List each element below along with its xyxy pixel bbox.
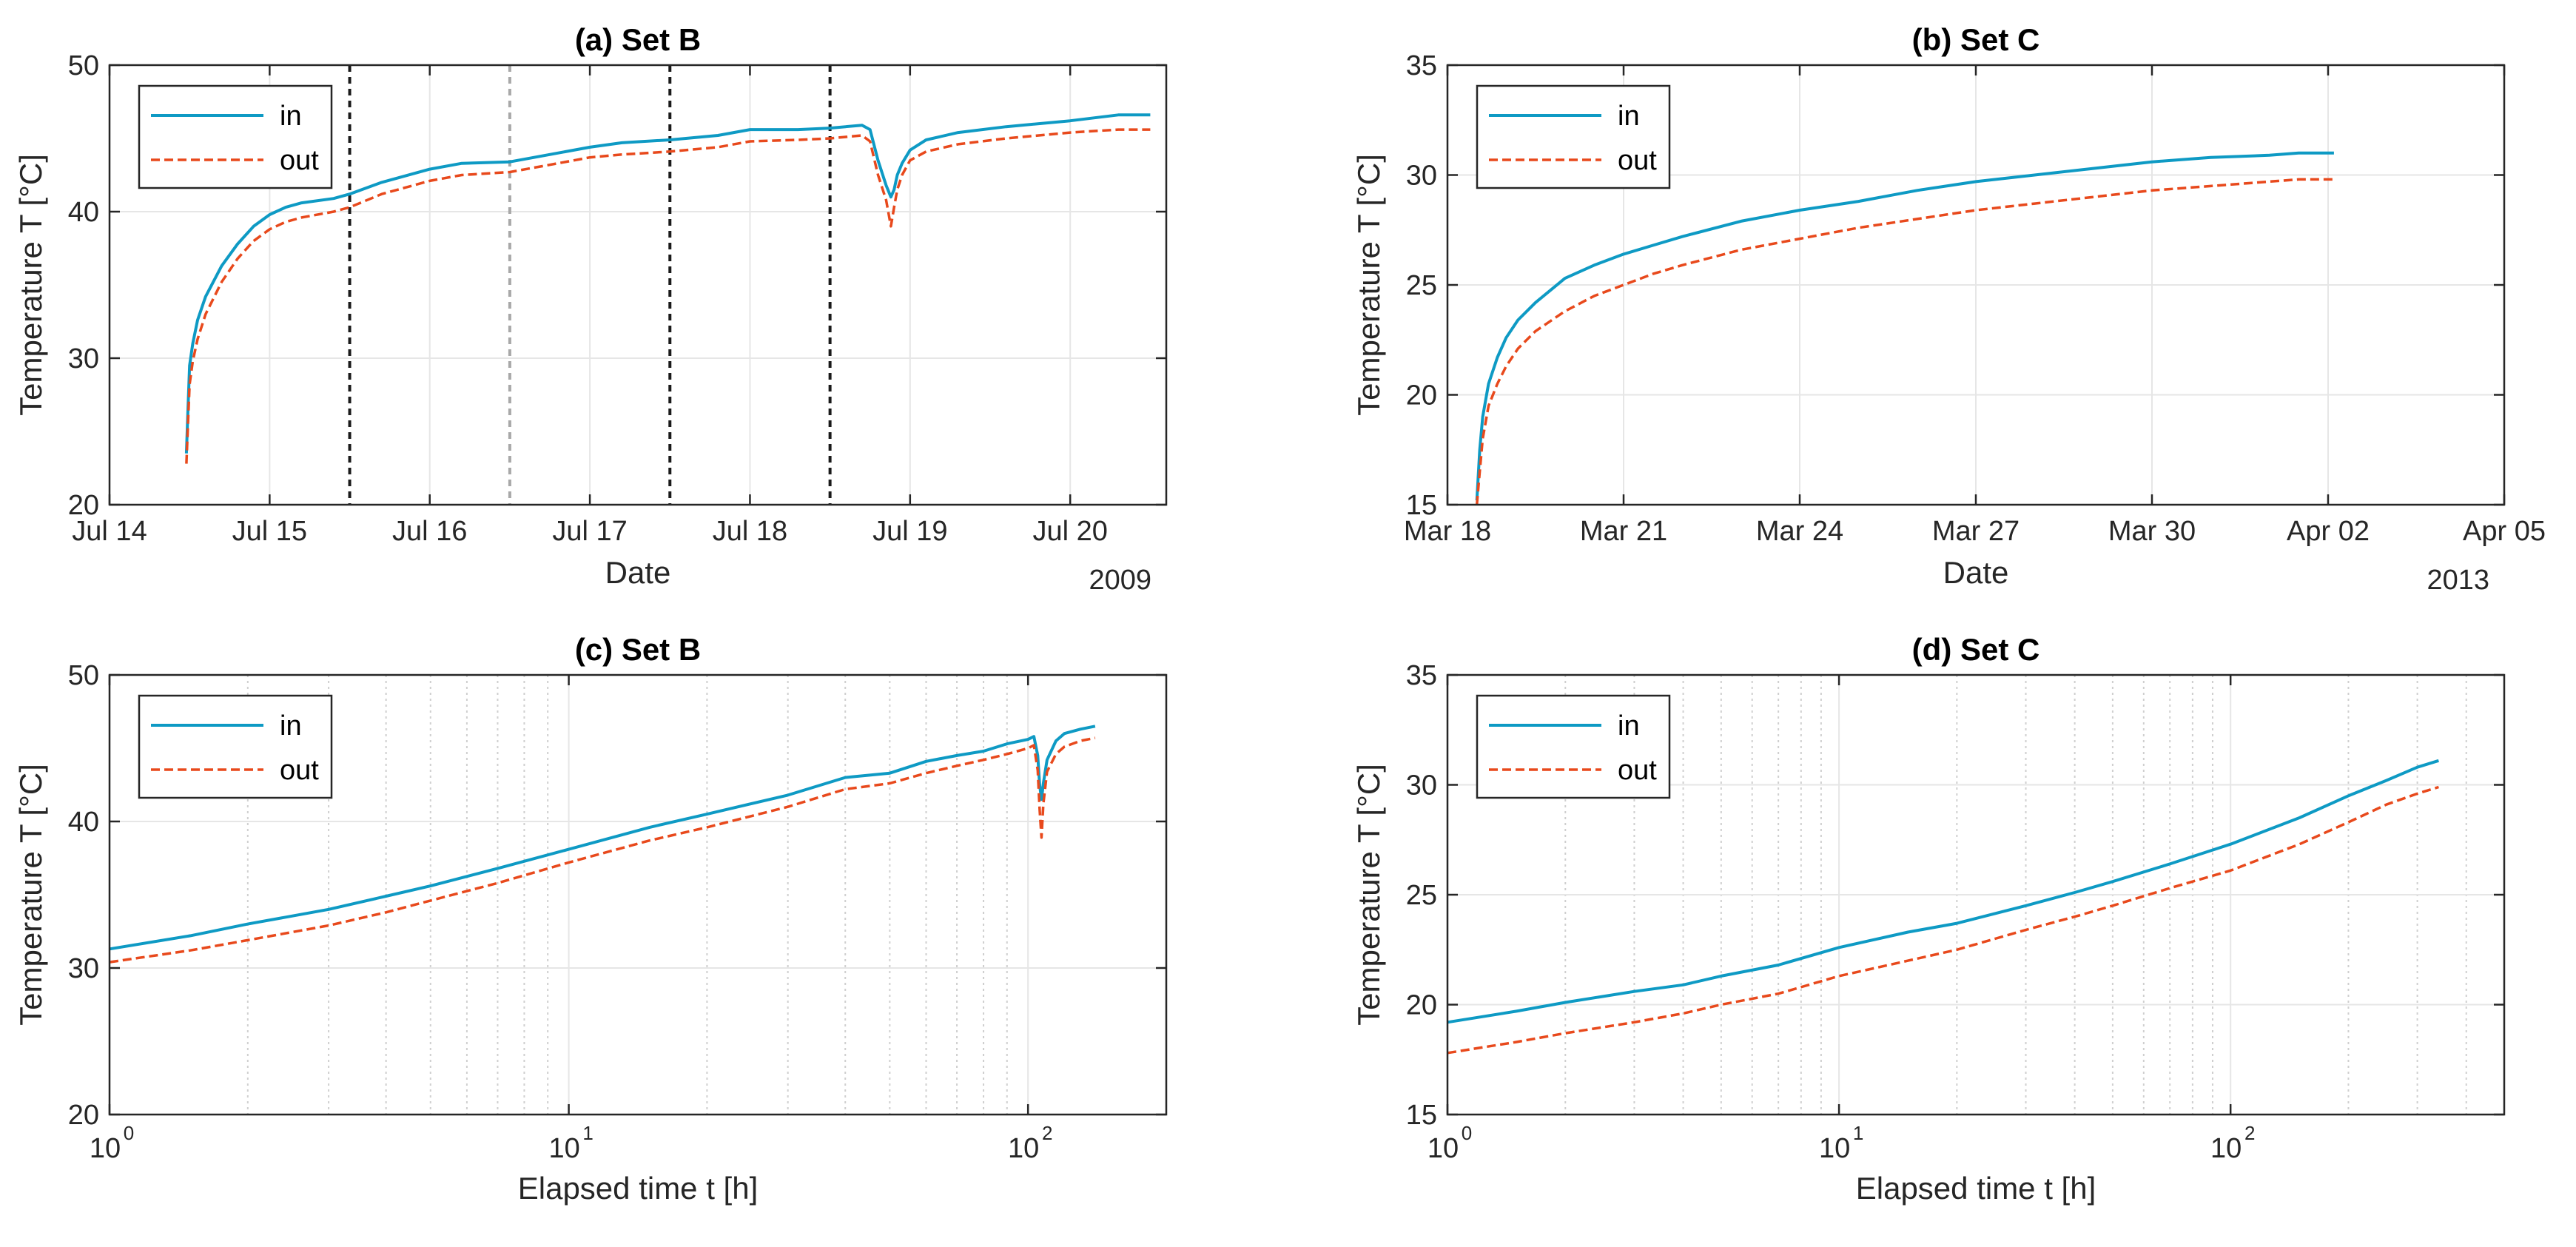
y-tick-label: 50 <box>68 50 99 81</box>
series-line-in <box>1447 759 2439 1024</box>
legend: in out <box>1476 694 1671 799</box>
x-tick-label: Mar 21 <box>1580 516 1667 547</box>
x-tick-label-exponent: 1 <box>1853 1122 1863 1144</box>
legend-label-in: in <box>1618 101 1640 132</box>
chart-panel-a: Jul 14 Jul 15 Jul 16 Jul 17 Jul 18 Jul 19 Jul … <box>13 22 1168 596</box>
x-tick-label-exponent: 0 <box>124 1122 134 1144</box>
y-tick-label: 35 <box>1406 660 1437 691</box>
legend-box <box>1476 694 1671 799</box>
legend-label-in: in <box>280 710 302 742</box>
x-tick-label-base: 10 <box>548 1133 579 1164</box>
legend-box <box>1476 84 1671 189</box>
y-tick-label: 20 <box>68 490 99 521</box>
y-tick-label: 30 <box>68 343 99 374</box>
y-tick-label: 30 <box>1406 161 1437 192</box>
x-tick-label-base: 10 <box>1008 1133 1039 1164</box>
x-axis-label: Elapsed time t [h] <box>1856 1171 2096 1206</box>
x-tick-label-base: 10 <box>1819 1133 1850 1164</box>
chart-title: (d) Set C <box>1912 632 2040 667</box>
x-tick-label: Mar 27 <box>1932 516 2020 547</box>
x-tick-label: Jul 19 <box>872 516 947 547</box>
y-tick-label: 40 <box>68 807 99 838</box>
y-tick-label: 35 <box>1406 50 1437 81</box>
y-tick-label: 30 <box>1406 770 1437 801</box>
x-tick-label-exponent: 1 <box>582 1122 593 1144</box>
series-line-out <box>1447 785 2439 1055</box>
year-label: 2009 <box>1089 565 1151 596</box>
legend-label-in: in <box>1618 710 1640 742</box>
y-axis-label: Temperature T [°C] <box>1351 764 1386 1026</box>
x-tick-label-base: 10 <box>90 1133 121 1164</box>
x-tick-label-exponent: 2 <box>2244 1122 2255 1144</box>
y-tick-label: 20 <box>1406 380 1437 411</box>
y-tick-label: 25 <box>1406 270 1437 301</box>
y-tick-label: 40 <box>68 197 99 228</box>
y-tick-label: 15 <box>1406 490 1437 521</box>
legend-label-out: out <box>1618 755 1657 786</box>
x-tick-label: Jul 14 <box>72 516 147 547</box>
series-line-out <box>1475 178 2334 505</box>
y-axis-label: Temperature T [°C] <box>1351 154 1386 416</box>
chart-title: (a) Set B <box>575 22 701 57</box>
y-axis-label: Temperature T [°C] <box>13 764 48 1026</box>
series-line-out <box>185 128 1151 464</box>
x-tick-label: Jul 20 <box>1032 516 1107 547</box>
x-tick-label: Apr 05 <box>2463 516 2546 547</box>
legend-label-out: out <box>280 145 319 176</box>
x-tick-label: Mar 18 <box>1404 516 1491 547</box>
x-tick-label: Mar 24 <box>1756 516 1843 547</box>
y-tick-label: 15 <box>1406 1100 1437 1131</box>
legend: in out <box>138 84 333 189</box>
legend-label-out: out <box>280 755 319 786</box>
y-tick-label: 25 <box>1406 880 1437 911</box>
x-axis-label: Date <box>605 555 671 590</box>
x-tick-label-base: 10 <box>1427 1133 1459 1164</box>
year-label: 2013 <box>2427 565 2489 596</box>
series-line-in <box>184 113 1151 454</box>
series-line-out <box>109 736 1096 964</box>
x-tick-label: Apr 02 <box>2287 516 2370 547</box>
y-tick-label: 20 <box>68 1100 99 1131</box>
legend-box <box>138 84 333 189</box>
axes-box <box>108 64 1168 506</box>
legend: in out <box>138 694 333 799</box>
x-tick-label-exponent: 0 <box>1462 1122 1472 1144</box>
x-tick-label-base: 10 <box>2210 1133 2242 1164</box>
chart-title: (c) Set B <box>575 632 701 667</box>
x-tick-label: Mar 30 <box>2108 516 2196 547</box>
legend-box <box>138 694 333 799</box>
x-tick-label: Jul 16 <box>392 516 467 547</box>
y-tick-label: 30 <box>68 953 99 984</box>
axes-box <box>108 673 1168 1116</box>
x-tick-label: Jul 17 <box>552 516 627 547</box>
y-tick-label: 50 <box>68 660 99 691</box>
x-axis-label: Date <box>1943 555 2009 590</box>
chart-title: (b) Set C <box>1912 22 2040 57</box>
series-line-in <box>1475 151 2334 501</box>
x-axis-label: Elapsed time t [h] <box>518 1171 759 1206</box>
y-axis-label: Temperature T [°C] <box>13 154 48 416</box>
x-tick-label-exponent: 2 <box>1042 1122 1052 1144</box>
chart-panel-b: Mar 18 Mar 21 Mar 24 Mar 27 Mar 30 Apr 02 Apr … <box>1351 22 2546 596</box>
series-line-in <box>109 725 1096 951</box>
x-tick-label: Jul 15 <box>232 516 307 547</box>
legend-label-out: out <box>1618 145 1657 176</box>
legend: in out <box>1476 84 1671 189</box>
x-tick-label: Jul 18 <box>713 516 787 547</box>
y-tick-label: 20 <box>1406 990 1437 1021</box>
legend-label-in: in <box>280 101 302 132</box>
